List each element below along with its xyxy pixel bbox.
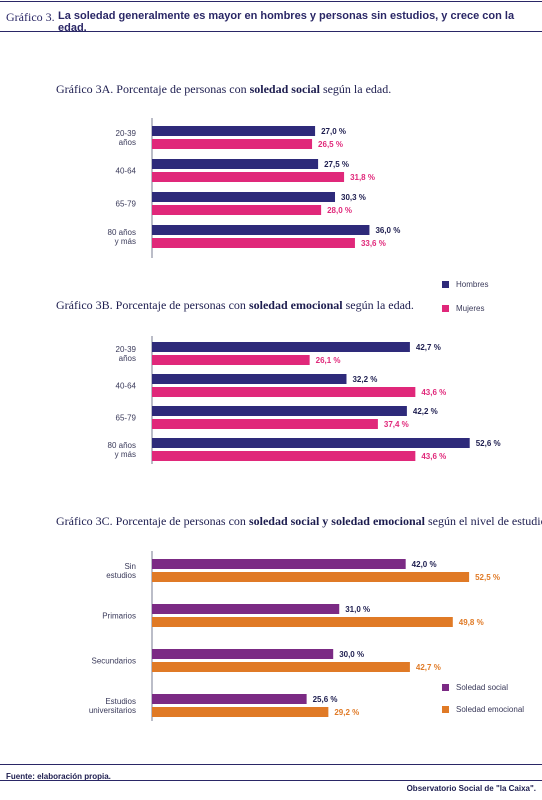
bar-3a-s1 xyxy=(152,205,322,215)
value-label: 30,3 % xyxy=(341,193,366,202)
chart-3a: 20-39 años 27,0 % 26,5 % 40-64 27,5 %31,8 % 65… xyxy=(108,118,400,258)
chart-3c-title-bold: soledad social y soledad emocional xyxy=(248,514,425,528)
category-label: 65-79 xyxy=(116,200,137,209)
bar-3a-s0 xyxy=(152,126,316,136)
legend-label-social: Soledad social xyxy=(456,683,509,692)
bar-3a-s1 xyxy=(152,172,345,182)
value-label: 52,6 % xyxy=(476,439,501,448)
value-label: 31,8 % xyxy=(350,173,375,182)
bar-3b-s1 xyxy=(152,355,310,365)
bar-3b-s0 xyxy=(152,374,347,384)
chart-3a-title-prefix: Gráfico 3A. Porcentaje de personas con xyxy=(56,82,250,96)
bar-3b-s0 xyxy=(152,438,470,448)
value-label: 27,0 % xyxy=(321,127,346,136)
value-label: 27,5 % xyxy=(324,160,349,169)
category-label: 40-64 xyxy=(116,167,137,176)
value-label: 42,7 % xyxy=(416,343,441,352)
value-label: 28,0 % xyxy=(327,206,352,215)
legend-item-hombres: Hombres xyxy=(442,280,488,289)
legend-item-social: Soledad social xyxy=(442,683,508,692)
category-label: Sin estudios xyxy=(106,562,136,580)
bar-3c-s1 xyxy=(152,572,470,582)
bar-3a-s1 xyxy=(152,139,313,149)
bar-3c-s0 xyxy=(152,559,406,569)
legend-swatch-hombres xyxy=(442,281,449,289)
chart-3b-title: Gráfico 3B. Porcentaje de personas con s… xyxy=(56,298,414,313)
bar-3a-s0 xyxy=(152,192,336,202)
bar-3c-s1 xyxy=(152,707,329,717)
legend-label-emocional: Soledad emocional xyxy=(456,705,525,714)
value-label: 31,0 % xyxy=(345,605,370,614)
value-label: 29,2 % xyxy=(334,708,359,717)
value-label: 43,6 % xyxy=(421,452,446,461)
chart-3c-title-prefix: Gráfico 3C. Porcentaje de personas con xyxy=(56,514,249,528)
legend-item-emocional: Soledad emocional xyxy=(442,705,524,714)
chart-3a-title-suffix: según la edad. xyxy=(319,82,392,96)
legend-swatch-social xyxy=(442,684,449,692)
bar-3c-s0 xyxy=(152,604,340,614)
value-label: 42,0 % xyxy=(412,560,437,569)
figure-label: Gráfico 3. xyxy=(6,10,55,24)
category-label: 80 años y más xyxy=(108,441,136,459)
value-label: 52,5 % xyxy=(475,573,500,582)
header-rule-bottom xyxy=(0,31,542,32)
legend-item-mujeres: Mujeres xyxy=(442,304,484,313)
footer-source: Fuente: elaboración propia. xyxy=(6,772,111,781)
category-label: 80 años y más xyxy=(108,228,136,246)
category-label: 40-64 xyxy=(116,382,137,391)
category-label: Estudios universitarios xyxy=(89,697,136,715)
value-label: 25,6 % xyxy=(313,695,338,704)
chart-3b-title-suffix: según la edad. xyxy=(342,298,414,312)
value-label: 26,1 % xyxy=(316,356,341,365)
chart-3a-title: Gráfico 3A. Porcentaje de personas con s… xyxy=(56,82,391,97)
bar-3a-s0 xyxy=(152,159,319,169)
value-label: 32,2 % xyxy=(352,375,377,384)
category-label: Secundarios xyxy=(92,657,136,666)
legend-label-mujeres: Mujeres xyxy=(456,304,485,313)
bar-3b-s0 xyxy=(152,406,407,416)
value-label: 30,0 % xyxy=(339,650,364,659)
bar-3b-s1 xyxy=(152,451,416,461)
value-label: 33,6 % xyxy=(361,239,386,248)
value-label: 43,6 % xyxy=(421,388,446,397)
category-label: 20-39 años xyxy=(116,129,137,147)
footer-rule-bottom xyxy=(0,780,542,781)
chart-3c-title: Gráfico 3C. Porcentaje de personas con s… xyxy=(56,514,542,529)
value-label: 37,4 % xyxy=(384,420,409,429)
bar-3c-s1 xyxy=(152,662,410,672)
value-label: 49,8 % xyxy=(459,618,484,627)
category-label: 65-79 xyxy=(116,414,137,423)
legend-label-hombres: Hombres xyxy=(456,280,489,289)
value-label: 36,0 % xyxy=(375,226,400,235)
bar-3b-s1 xyxy=(152,419,378,429)
footer-rule-top xyxy=(0,764,542,765)
category-label: Primarios xyxy=(102,612,136,621)
bar-3a-s1 xyxy=(152,238,355,248)
footer-publisher: Observatorio Social de "la Caixa". xyxy=(406,784,536,793)
value-label: 42,7 % xyxy=(416,663,441,672)
chart-3b-title-bold: soledad emocional xyxy=(248,298,343,312)
chart-3c: Sin estudios 42,0 % 52,5 % Primarios 31,0 % 49… xyxy=(89,551,500,721)
bar-3b-s1 xyxy=(152,387,416,397)
chart-3b: 20-39 años 42,7 % 26,1 % 40-64 32,2 % 43,6 % 65… xyxy=(108,336,501,464)
bar-3c-s0 xyxy=(152,694,307,704)
legend-swatch-mujeres xyxy=(442,305,449,313)
bar-3a-s0 xyxy=(152,225,370,235)
header-rule-top xyxy=(0,1,542,2)
chart-3c-title-suffix: según el nivel de estudios. xyxy=(424,514,542,528)
legend-swatch-emocional xyxy=(442,706,449,714)
bar-3b-s0 xyxy=(152,342,410,352)
bar-3c-s0 xyxy=(152,649,334,659)
chart-3a-title-bold: soledad social xyxy=(249,82,320,96)
category-label: 20-39 años xyxy=(116,345,137,363)
chart-3b-title-prefix: Gráfico 3B. Porcentaje de personas con xyxy=(56,298,249,312)
bar-3c-s1 xyxy=(152,617,453,627)
value-label: 26,5 % xyxy=(318,140,343,149)
value-label: 42,2 % xyxy=(413,407,438,416)
figure-header: Gráfico 3. La soledad generalmente es ma… xyxy=(0,0,542,34)
